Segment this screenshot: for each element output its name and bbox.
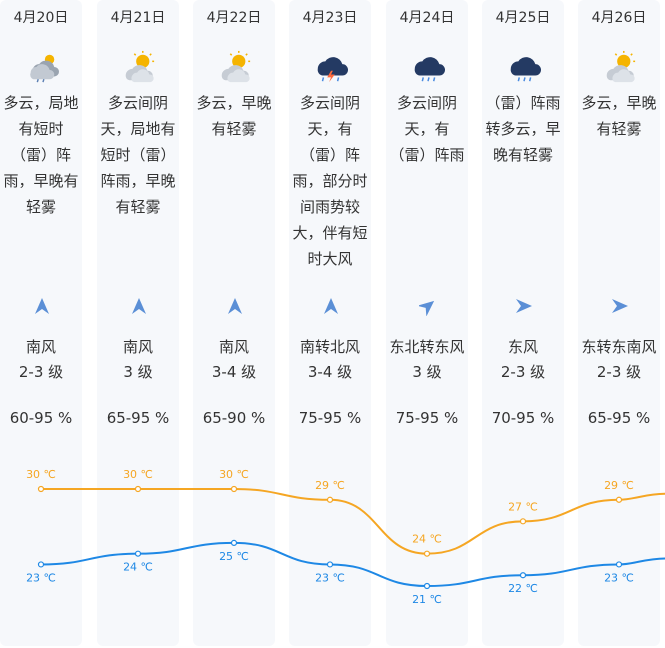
day-column: 4月22日多云，早晚 有轻雾南风 3-4 级 65-90 % bbox=[193, 0, 275, 648]
weather-description: 多云间阴 天，局地有 短时（雷） 阵雨，早晚 有轻雾 bbox=[100, 94, 176, 216]
wind-level: 2-3 级 bbox=[18, 363, 64, 381]
day-date: 4月23日 bbox=[302, 10, 358, 26]
day-column: 4月23日多云间阴 天，有 （雷）阵 雨，部分时 间雨势较 大，伴有短 时大风南… bbox=[289, 0, 371, 648]
day-column: 4月20日多云，局地 有短时 （雷）阵 雨，早晚有 轻雾南风 2-3 级 60-95… bbox=[0, 0, 82, 648]
day-date: 4月24日 bbox=[399, 10, 455, 26]
humidity: 75-95 % bbox=[298, 409, 362, 427]
day-date: 4月26日 bbox=[591, 10, 647, 26]
day-date: 4月20日 bbox=[13, 10, 69, 26]
day-date: 4月21日 bbox=[110, 10, 166, 26]
weather-description: 多云，早晚 有轻雾 bbox=[196, 94, 272, 138]
partly-cloudy-icon bbox=[221, 50, 251, 83]
humidity: 75-95 % bbox=[395, 409, 459, 427]
weather-description: （雷）阵雨 转多云，早 晚有轻雾 bbox=[485, 94, 561, 164]
wind-direction-icon bbox=[35, 298, 49, 314]
wind-direction-icon bbox=[132, 298, 146, 314]
wind-direction-icon bbox=[228, 298, 242, 314]
wind-direction: 南风 bbox=[218, 338, 249, 356]
weather-description: 多云间阴 天，有 （雷）阵 雨，部分时 间雨势较 大，伴有短 时大风 bbox=[292, 94, 368, 268]
wind-direction: 东北转东风 bbox=[389, 338, 465, 356]
humidity: 65-95 % bbox=[587, 409, 651, 427]
wind-direction-icon bbox=[516, 299, 532, 313]
rain-cloud-icon bbox=[414, 57, 445, 82]
wind-direction: 东转东南风 bbox=[581, 338, 657, 356]
wind-level: 3 级 bbox=[412, 363, 442, 381]
wind-direction: 东风 bbox=[507, 338, 538, 356]
wind-direction: 南转北风 bbox=[299, 338, 360, 356]
weather-description: 多云，早晚 有轻雾 bbox=[581, 94, 657, 138]
rain-cloud-icon bbox=[510, 57, 541, 82]
day-date: 4月25日 bbox=[495, 10, 551, 26]
partly-cloudy-icon bbox=[606, 50, 636, 83]
wind-direction: 南风 bbox=[25, 338, 56, 356]
humidity: 70-95 % bbox=[491, 409, 555, 427]
humidity: 60-95 % bbox=[9, 409, 73, 427]
wind-direction-icon bbox=[612, 299, 628, 313]
day-column: 4月24日多云间阴 天，有 （雷）阵雨东北转东风 3 级 75-95 % bbox=[386, 0, 468, 648]
wind-level: 2-3 级 bbox=[500, 363, 546, 381]
day-date: 4月22日 bbox=[206, 10, 262, 26]
humidity: 65-90 % bbox=[202, 409, 266, 427]
day-column: 4月21日多云间阴 天，局地有 短时（雷） 阵雨，早晚 有轻雾南风 3 级 65-9… bbox=[97, 0, 179, 648]
partly-cloudy-icon bbox=[125, 50, 155, 83]
wind-direction-icon bbox=[419, 300, 435, 316]
wind-direction-icon bbox=[324, 298, 338, 314]
wind-level: 3 级 bbox=[123, 363, 153, 381]
cloudy-rain-icon bbox=[30, 54, 59, 83]
thunderstorm-icon bbox=[317, 57, 348, 83]
weather-description: 多云间阴 天，有 （雷）阵雨 bbox=[389, 94, 465, 164]
wind-direction: 南风 bbox=[122, 338, 153, 356]
day-column: 4月25日 （雷）阵雨 转多云，早 晚有轻雾东风 2-3 级 70-95 % bbox=[482, 0, 564, 648]
wind-level: 3-4 级 bbox=[307, 363, 353, 381]
day-column: 4月26日多云，早晚 有轻雾东转东南风 2-3 级 65-95 % bbox=[578, 0, 660, 648]
humidity: 65-95 % bbox=[106, 409, 170, 427]
wind-level: 2-3 级 bbox=[596, 363, 642, 381]
wind-level: 3-4 级 bbox=[211, 363, 257, 381]
weather-description: 多云，局地 有短时 （雷）阵 雨，早晚有 轻雾 bbox=[3, 94, 79, 216]
